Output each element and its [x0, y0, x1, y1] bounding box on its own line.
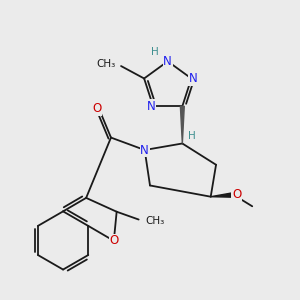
Text: H: H [188, 131, 196, 141]
Text: O: O [109, 234, 119, 247]
Text: N: N [164, 55, 172, 68]
Polygon shape [211, 193, 234, 197]
Text: N: N [147, 100, 156, 113]
Text: O: O [92, 102, 101, 115]
Text: O: O [232, 188, 241, 201]
Polygon shape [180, 106, 184, 143]
Text: CH₃: CH₃ [145, 216, 164, 226]
Text: N: N [189, 72, 197, 85]
Text: H: H [152, 47, 159, 57]
Text: CH₃: CH₃ [97, 59, 116, 69]
Text: N: N [140, 143, 149, 157]
